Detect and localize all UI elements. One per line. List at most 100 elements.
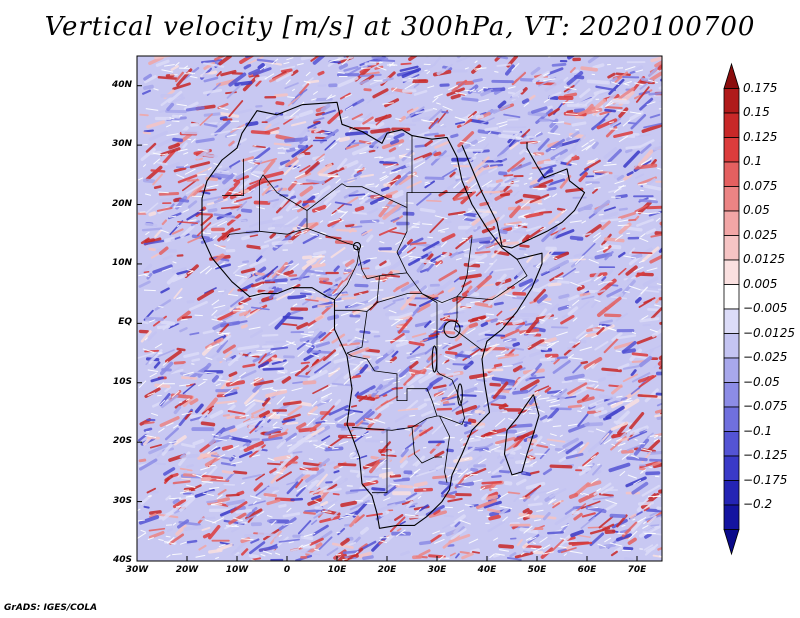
field-streak (587, 526, 607, 529)
field-filament (385, 339, 395, 342)
field-filament (144, 434, 157, 438)
field-filament (517, 514, 530, 520)
field-filament (627, 474, 637, 479)
field-streak (318, 173, 338, 178)
field-filament (397, 369, 401, 373)
field-filament (371, 220, 377, 223)
field-filament (541, 441, 546, 445)
field-streak (485, 494, 499, 501)
field-streak (489, 382, 501, 387)
field-streak (220, 375, 233, 390)
field-streak (392, 297, 405, 303)
field-filament (390, 483, 400, 486)
lat-label: 40N (111, 79, 132, 90)
field-streak (621, 449, 634, 454)
field-filament (328, 58, 341, 63)
field-streak (166, 527, 174, 533)
field-streak (200, 69, 208, 78)
field-filament (226, 238, 231, 242)
field-filament (575, 340, 581, 345)
field-streak (240, 267, 256, 274)
field-filament (404, 514, 416, 517)
field-filament (287, 96, 296, 99)
field-filament (475, 435, 486, 439)
field-streak (484, 258, 498, 274)
field-filament (631, 331, 636, 335)
field-filament (614, 234, 624, 241)
field-streak (330, 509, 341, 520)
field-streak (579, 292, 591, 297)
field-streak (467, 208, 487, 212)
field-filament (233, 173, 237, 175)
field-filament (610, 81, 620, 86)
field-streak (196, 148, 210, 160)
field-filament (603, 438, 612, 445)
field-streak (203, 62, 225, 68)
field-filament (579, 333, 588, 341)
field-filament (605, 499, 618, 505)
field-streak (490, 237, 498, 244)
field-streak (480, 117, 495, 125)
field-streak (438, 189, 448, 197)
field-streak (162, 254, 173, 261)
field-filament (440, 254, 445, 257)
field-streak (220, 205, 243, 210)
field-streak (408, 340, 425, 347)
field-streak (616, 334, 637, 340)
field-filament (634, 438, 638, 441)
field-streak (549, 487, 567, 499)
field-streak (643, 544, 654, 551)
field-filament (395, 529, 406, 537)
field-streak (418, 504, 429, 512)
lake-outline (443, 320, 461, 339)
field-filament (349, 452, 354, 455)
field-streak (622, 365, 640, 370)
field-streak (512, 389, 529, 395)
field-filament (340, 312, 351, 316)
field-streak (228, 512, 247, 525)
field-streak (290, 497, 304, 502)
field-streak (401, 67, 421, 79)
field-streak (245, 512, 262, 521)
field-filament (237, 263, 247, 268)
field-streak (410, 241, 427, 246)
field-streak (506, 557, 522, 561)
field-streak (380, 453, 397, 458)
field-streak (406, 180, 422, 189)
field-streak (600, 220, 611, 230)
field-streak (467, 421, 486, 427)
field-streak (454, 521, 461, 528)
field-streak (316, 473, 328, 487)
field-streak (227, 287, 235, 296)
field-streak (154, 229, 163, 238)
field-filament (252, 454, 261, 458)
field-streak (625, 265, 638, 276)
field-filament (148, 495, 152, 497)
field-filament (649, 434, 659, 437)
field-filament (211, 309, 218, 316)
colorbar-arrow-bottom (723, 529, 740, 556)
field-streak (509, 141, 519, 150)
field-streak (339, 92, 351, 100)
field-streak (250, 538, 260, 544)
field-streak (418, 371, 437, 384)
lat-label: 10S (112, 376, 132, 387)
field-filament (182, 209, 190, 213)
field-filament (205, 357, 213, 360)
field-streak (269, 232, 277, 239)
field-streak (435, 464, 444, 470)
field-filament (339, 466, 343, 469)
field-streak (198, 544, 207, 551)
field-filament (216, 494, 223, 500)
field-filament (587, 507, 598, 509)
field-filament (334, 300, 344, 302)
field-streak (552, 359, 571, 374)
field-streak (463, 156, 477, 165)
field-streak (580, 360, 589, 365)
field-streak (323, 487, 342, 493)
field-streak (217, 310, 237, 322)
field-streak (148, 247, 156, 252)
field-streak (657, 62, 662, 71)
field-streak (579, 167, 590, 177)
field-filament (495, 353, 506, 357)
